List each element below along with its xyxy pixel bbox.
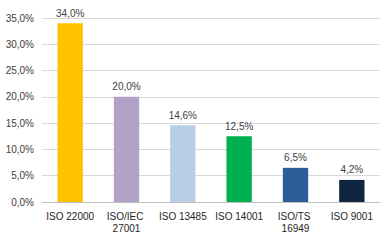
svg-text:35,0%: 35,0%: [6, 13, 34, 24]
svg-text:12,5%: 12,5%: [225, 121, 253, 132]
svg-text:27001: 27001: [113, 223, 141, 234]
svg-text:20,0%: 20,0%: [112, 81, 140, 92]
svg-text:ISO 14001: ISO 14001: [215, 211, 263, 222]
svg-text:25,0%: 25,0%: [6, 65, 34, 76]
svg-text:0,0%: 0,0%: [11, 197, 34, 208]
svg-text:30,0%: 30,0%: [6, 39, 34, 50]
svg-text:16949: 16949: [282, 223, 310, 234]
svg-text:ISO/IEC: ISO/IEC: [107, 211, 146, 222]
svg-text:5,0%: 5,0%: [11, 170, 34, 181]
svg-text:4,2%: 4,2%: [340, 164, 363, 175]
svg-text:15,0%: 15,0%: [6, 118, 34, 129]
svg-text:ISO/TS: ISO/TS: [278, 211, 314, 222]
svg-text:20,0%: 20,0%: [6, 91, 34, 102]
svg-text:34,0%: 34,0%: [56, 8, 84, 19]
svg-text:ISO 9001: ISO 9001: [331, 211, 374, 222]
svg-text:ISO 13485: ISO 13485: [159, 211, 207, 222]
svg-text:14,6%: 14,6%: [169, 110, 197, 121]
svg-text:10,0%: 10,0%: [6, 144, 34, 155]
svg-text:ISO 22000: ISO 22000: [46, 211, 94, 222]
svg-text:6,5%: 6,5%: [284, 152, 307, 163]
